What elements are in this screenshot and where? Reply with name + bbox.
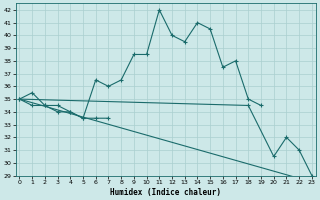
X-axis label: Humidex (Indice chaleur): Humidex (Indice chaleur) bbox=[110, 188, 221, 197]
